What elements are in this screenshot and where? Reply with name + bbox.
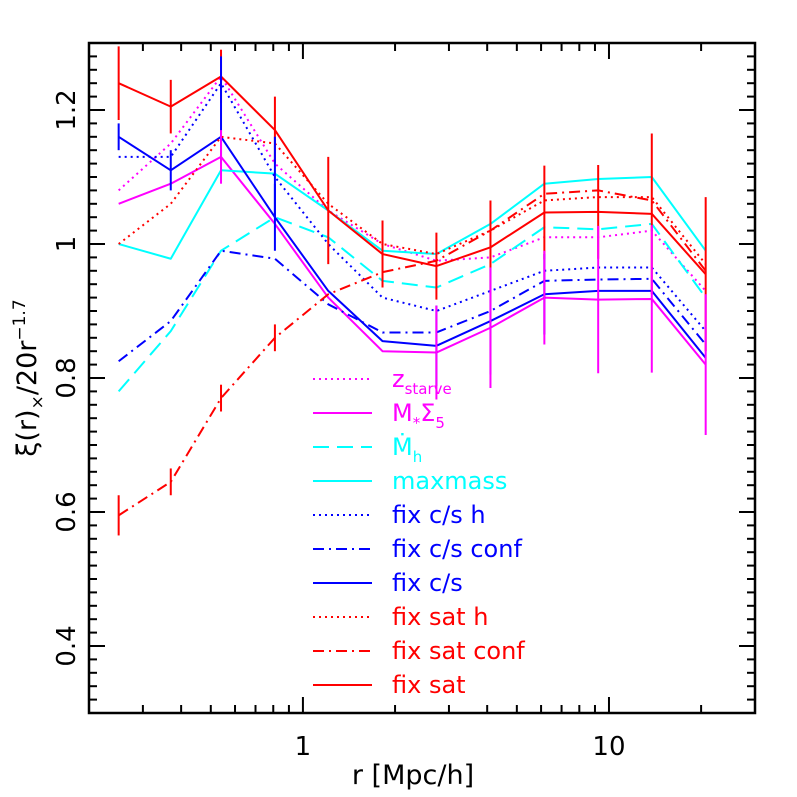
y-axis-title-main: ξ(r) <box>12 409 43 456</box>
series-line-maxmass <box>118 169 707 260</box>
legend-label-main: fix sat conf <box>392 637 525 665</box>
legend-label: M*Σ5 <box>392 399 445 432</box>
y-tick-label: 0.8 <box>52 357 82 398</box>
legend-label-main: maxmass <box>392 467 507 495</box>
legend-label-main: Ṁ <box>392 432 413 461</box>
y-axis-title-sup: −1.7 <box>10 299 30 340</box>
legend-label: fix c/s conf <box>392 535 522 563</box>
legend-label-main: fix c/s conf <box>392 535 522 563</box>
legend-label: maxmass <box>392 467 507 495</box>
series-line-fix-sat <box>118 75 707 275</box>
series-line-fix-sat-conf <box>118 189 707 517</box>
legend-label-main: fix c/s <box>392 569 463 597</box>
series-line-z-starve <box>117 75 707 292</box>
legend-label-main: fix c/s h <box>392 501 486 529</box>
legend-label-sub: h <box>413 448 423 466</box>
legend-label: zstarve <box>392 365 452 398</box>
y-tick-label: 1.2 <box>52 89 82 130</box>
series-line-fix-c-s-h <box>118 82 707 332</box>
error-bars <box>117 46 707 536</box>
series-layer <box>117 75 707 517</box>
legend-label-sub: starve <box>405 380 452 398</box>
axis-tick-labels: 1 10 0.4 0.6 0.8 1 1.2 <box>52 89 626 762</box>
x-tick-label: 10 <box>592 732 625 762</box>
legend-label-main: M <box>392 399 413 427</box>
y-tick-label: 0.6 <box>52 491 82 532</box>
x-tick-label: 1 <box>295 732 312 762</box>
legend-label-main: fix sat <box>392 671 466 699</box>
y-axis-title-sub: × <box>28 395 48 409</box>
legend-label-main: fix sat h <box>392 603 488 631</box>
axis-ticks <box>88 42 756 714</box>
series-line-m-5 <box>118 155 707 366</box>
y-axis-title: ξ(r)×/20r−1.7 <box>10 299 48 456</box>
legend-label: fix sat conf <box>392 637 525 665</box>
legend-label: Ṁh <box>392 432 422 466</box>
series-line--h <box>117 216 707 393</box>
legend-label-sub: 5 <box>435 414 445 432</box>
legend-label-main: Σ <box>420 399 435 427</box>
series-line-fix-sat-h <box>118 135 707 265</box>
y-axis-title-mid: /20r <box>12 340 43 395</box>
legend-label-sub: * <box>413 414 421 432</box>
y-tick-label: 1 <box>52 236 82 253</box>
y-tick-label: 0.4 <box>52 625 82 666</box>
legend-label-main: z <box>392 365 405 393</box>
x-axis-title: r [Mpc/h] <box>352 760 474 791</box>
legend-label: fix c/s h <box>392 501 486 529</box>
legend-label: fix sat <box>392 671 466 699</box>
legend-label: fix sat h <box>392 603 488 631</box>
legend-label: fix c/s <box>392 569 463 597</box>
series-line-fix-c-s <box>118 135 707 359</box>
